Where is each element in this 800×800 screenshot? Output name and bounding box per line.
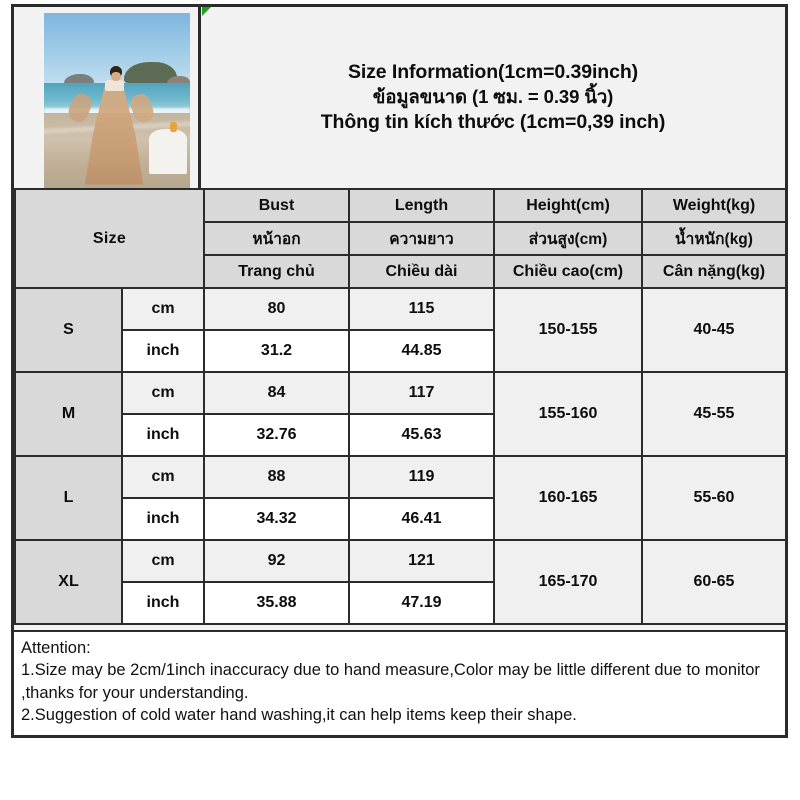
header-height-vi: Chiều cao(cm) xyxy=(493,254,643,289)
bust-cm-l: 88 xyxy=(203,455,350,499)
title-vietnamese: Thông tin kích thước (1cm=0,39 inch) xyxy=(320,110,666,133)
length-cm-s: 115 xyxy=(348,287,495,331)
photo-model-bodice xyxy=(105,80,125,91)
title-thai: ข้อมูลขนาด (1 ซม. = 0.39 นิ้ว) xyxy=(372,86,614,108)
chart-title-cell: Size Information(1cm=0.39inch) ข้อมูลขนา… xyxy=(201,7,785,188)
header-weight-th: น้ำหนัก(kg) xyxy=(641,221,787,256)
header-length-vi: Chiều dài xyxy=(348,254,495,289)
bust-cm-xl: 92 xyxy=(203,539,350,583)
bust-cm-m: 84 xyxy=(203,371,350,415)
bust-inch-l: 34.32 xyxy=(203,497,350,541)
unit-cm-m: cm xyxy=(121,371,205,415)
unit-cm-s: cm xyxy=(121,287,205,331)
length-inch-xl: 47.19 xyxy=(348,581,495,625)
size-label-xl: XL xyxy=(14,539,123,625)
height-range-m: 155-160 xyxy=(493,371,643,457)
unit-cm-l: cm xyxy=(121,455,205,499)
height-range-xl: 165-170 xyxy=(493,539,643,625)
photo-beach-table xyxy=(149,128,188,174)
table-row: inch 35.88 47.19 xyxy=(15,581,786,625)
size-label-m: M xyxy=(14,371,123,457)
photo-model-face xyxy=(111,71,121,82)
size-label-s: S xyxy=(14,287,123,373)
table-header-row-vietnamese: Trang chủ Chiều dài Chiều cao(cm) Cân nặ… xyxy=(15,254,787,289)
bust-inch-xl: 35.88 xyxy=(203,581,350,625)
photo-drink-glass xyxy=(169,121,177,132)
length-cm-l: 119 xyxy=(348,455,495,499)
photo-headland xyxy=(124,62,177,83)
length-inch-m: 45.63 xyxy=(348,413,495,457)
size-label-l: L xyxy=(14,455,123,541)
table-row: XL cm 92 121 165-170 60-65 xyxy=(14,539,787,625)
photo-rock-left xyxy=(64,74,94,85)
header-length-th: ความยาว xyxy=(348,221,495,256)
weight-range-xl: 60-65 xyxy=(641,539,787,625)
header-weight-en: Weight(kg) xyxy=(641,188,787,223)
table-header-row-thai: หน้าอก ความยาว ส่วนสูง(cm) น้ำหนัก(kg) xyxy=(15,221,787,256)
bust-inch-s: 31.2 xyxy=(203,329,350,373)
size-column-title: Size xyxy=(14,188,205,289)
header-bust-en: Bust xyxy=(203,188,350,223)
attention-block: Attention: 1.Size may be 2cm/1inch inacc… xyxy=(14,630,785,735)
header-height-th: ส่วนสูง(cm) xyxy=(493,221,643,256)
header-bust-vi: Trang chủ xyxy=(203,254,350,289)
chart-header-band: Size Information(1cm=0.39inch) ข้อมูลขนา… xyxy=(14,7,785,188)
product-photo-cell xyxy=(14,7,201,188)
weight-range-l: 55-60 xyxy=(641,455,787,541)
bust-inch-m: 32.76 xyxy=(203,413,350,457)
length-cm-m: 117 xyxy=(348,371,495,415)
weight-range-m: 45-55 xyxy=(641,371,787,457)
product-photo xyxy=(44,13,190,188)
unit-inch-xl: inch xyxy=(121,581,205,625)
table-row: L cm 88 119 160-165 55-60 xyxy=(14,455,787,541)
unit-cm-xl: cm xyxy=(121,539,205,583)
table-row: S cm 80 115 150-155 40-45 xyxy=(14,287,787,373)
size-chart-frame: Size Information(1cm=0.39inch) ข้อมูลขนา… xyxy=(11,4,788,738)
green-corner-marker-icon xyxy=(202,7,211,16)
height-range-l: 160-165 xyxy=(493,455,643,541)
title-english: Size Information(1cm=0.39inch) xyxy=(347,60,639,83)
photo-rock-right xyxy=(166,76,190,85)
table-row: inch 32.76 45.63 xyxy=(15,413,786,457)
weight-range-s: 40-45 xyxy=(641,287,787,373)
attention-note-2: 2.Suggestion of cold water hand washing,… xyxy=(21,706,577,725)
table-row: inch 31.2 44.85 xyxy=(15,329,786,373)
length-cm-xl: 121 xyxy=(348,539,495,583)
size-table: Size Bust Length Height(cm) Weight(kg) ห… xyxy=(14,188,787,625)
unit-inch-s: inch xyxy=(121,329,205,373)
length-inch-s: 44.85 xyxy=(348,329,495,373)
header-length-en: Length xyxy=(348,188,495,223)
table-header-row-english: Size Bust Length Height(cm) Weight(kg) xyxy=(14,188,787,289)
bust-cm-s: 80 xyxy=(203,287,350,331)
height-range-s: 150-155 xyxy=(493,287,643,373)
table-row: M cm 84 117 155-160 45-55 xyxy=(14,371,787,457)
header-bust-th: หน้าอก xyxy=(203,221,350,256)
length-inch-l: 46.41 xyxy=(348,497,495,541)
attention-heading: Attention: xyxy=(21,639,91,657)
unit-inch-l: inch xyxy=(121,497,205,541)
table-row: inch 34.32 46.41 xyxy=(15,497,786,541)
header-weight-vi: Cân nặng(kg) xyxy=(641,254,787,289)
attention-note-1: 1.Size may be 2cm/1inch inaccuracy due t… xyxy=(21,661,760,702)
unit-inch-m: inch xyxy=(121,413,205,457)
header-height-en: Height(cm) xyxy=(493,188,643,223)
